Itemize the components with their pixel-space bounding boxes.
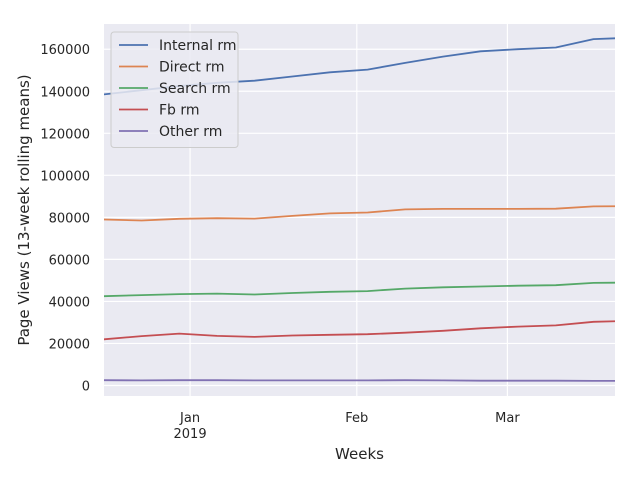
x-tick-label: Mar	[495, 411, 520, 426]
y-tick-label: 40000	[49, 295, 90, 310]
x-tick-label: Feb	[345, 411, 368, 426]
y-axis-ticks: 0 20000 40000 60000 80000 100000 120000 140000 1…	[40, 43, 90, 394]
y-tick-label: 60000	[49, 253, 90, 268]
y-axis-label: Page Views (13-week rolling means)	[15, 74, 33, 345]
y-tick-label: 140000	[40, 85, 90, 100]
legend-label: Other rm	[159, 124, 222, 140]
series-line-search-rm	[104, 281, 615, 298]
legend-label: Direct rm	[159, 60, 225, 76]
y-tick-label: 100000	[40, 169, 90, 184]
x-tick-label: Jan	[179, 411, 200, 426]
y-tick-label: 120000	[40, 127, 90, 142]
legend-label: Internal rm	[159, 38, 237, 54]
legend-label: Fb rm	[159, 103, 200, 119]
legend: Internal rm Direct rm Search rm Fb rm Other …	[110, 31, 239, 148]
x-axis-label: Weeks	[335, 445, 384, 463]
series-line-direct-rm	[104, 205, 615, 222]
x-tick-sublabel: 2019	[174, 427, 207, 442]
y-tick-label: 0	[82, 379, 90, 394]
series-lines	[104, 37, 615, 382]
legend-frame	[110, 31, 239, 148]
series-line-other-rm	[104, 379, 615, 382]
legend-label: Search rm	[159, 81, 231, 97]
y-tick-label: 20000	[49, 337, 90, 352]
y-tick-label: 80000	[49, 211, 90, 226]
series-line-fb-rm	[104, 320, 615, 341]
y-tick-label: 160000	[40, 43, 90, 58]
